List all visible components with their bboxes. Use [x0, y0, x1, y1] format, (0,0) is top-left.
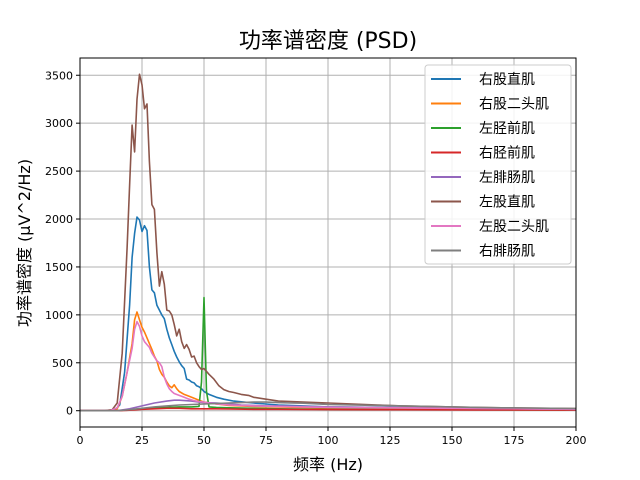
x-tick-label: 50 [197, 434, 211, 447]
y-tick-label: 2500 [45, 165, 73, 178]
x-axis-label: 频率 (Hz) [293, 455, 363, 474]
y-tick-label: 2000 [45, 213, 73, 226]
x-tick-label: 75 [259, 434, 273, 447]
plot-lines [80, 73, 577, 412]
x-tick-label: 175 [504, 434, 525, 447]
y-ticks: 0 500 1000 1500 2000 2500 3000 3500 [45, 69, 80, 418]
y-tick-label: 500 [52, 357, 73, 370]
series-line-7 [80, 320, 577, 412]
y-axis-label: 功率谱密度 (μV^2/Hz) [15, 159, 34, 327]
x-tick-label: 100 [318, 434, 339, 447]
series-line-4 [80, 407, 577, 412]
x-tick-label: 125 [380, 434, 401, 447]
legend-label: 左腓肠肌 [479, 170, 535, 186]
series-line-1 [80, 216, 577, 412]
x-tick-label: 0 [77, 434, 84, 447]
chart-title: 功率谱密度 (PSD) [239, 29, 417, 54]
legend-label: 右股直肌 [479, 71, 535, 88]
series-line-8 [80, 401, 577, 412]
legend-label: 右股二头肌 [479, 97, 549, 113]
legend-box [424, 64, 572, 265]
x-tick-label: 200 [566, 434, 587, 447]
legend-label: 右胫前肌 [479, 145, 535, 162]
y-tick-label: 3000 [45, 117, 73, 130]
y-tick-label: 1000 [45, 309, 73, 322]
x-tick-label: 150 [442, 434, 463, 447]
legend-label: 左胫前肌 [479, 120, 535, 137]
legend-label: 左股直肌 [479, 194, 535, 211]
y-tick-label: 3500 [45, 69, 73, 82]
legend-label: 右腓肠肌 [479, 244, 535, 260]
y-tick-label: 1500 [45, 261, 73, 274]
x-tick-label: 25 [135, 434, 149, 447]
legend-label: 左股二头肌 [479, 219, 549, 235]
series-line-6 [80, 73, 577, 412]
x-ticks: 0 25 50 75 100 125 150 175 200 [77, 427, 587, 447]
y-tick-label: 0 [66, 405, 73, 418]
